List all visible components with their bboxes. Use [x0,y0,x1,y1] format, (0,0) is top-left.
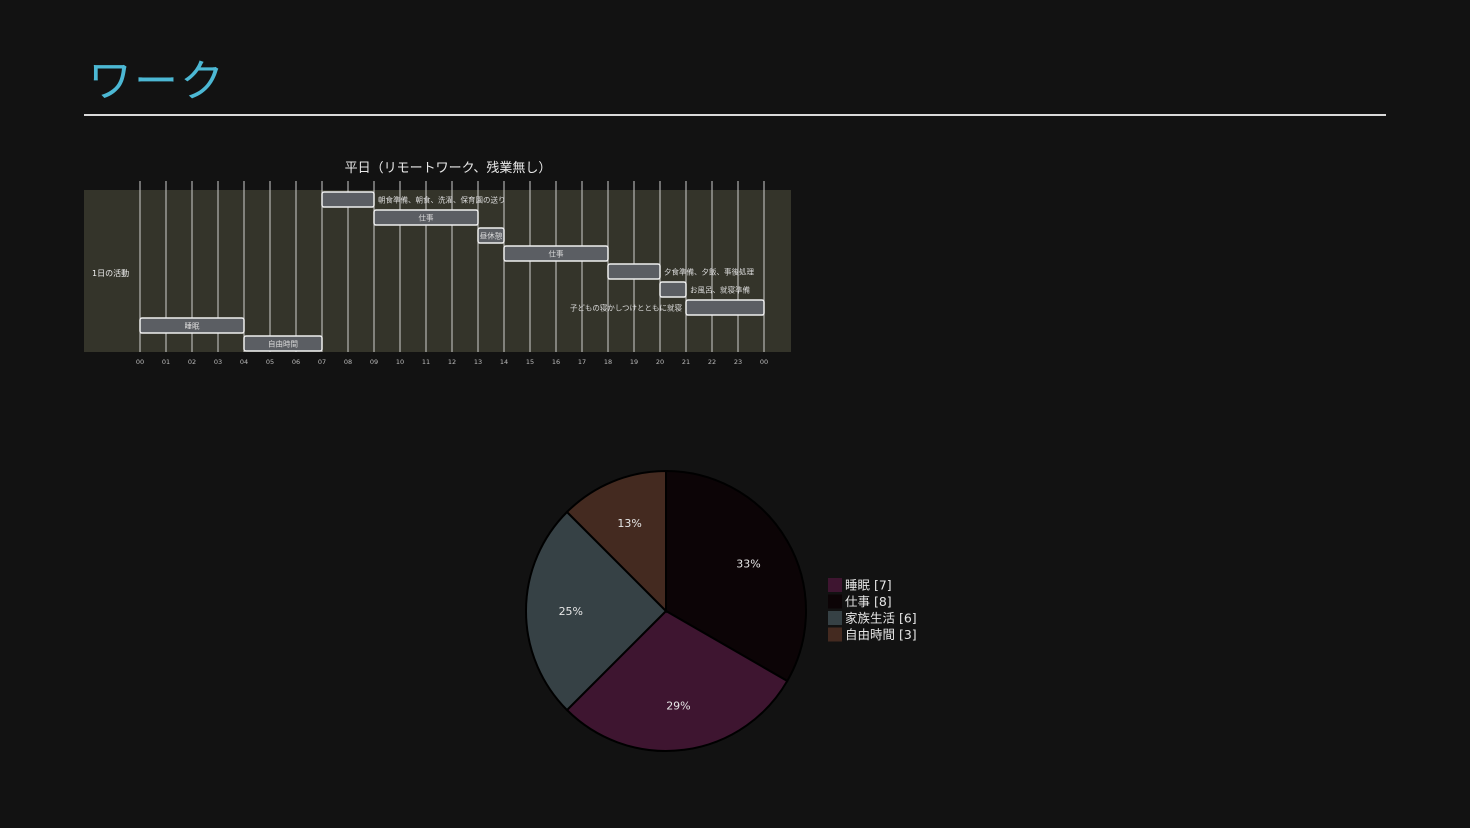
gantt-bar [139,317,245,334]
gantt-tick-label: 00 [760,358,768,366]
gantt-tick-label: 03 [214,358,222,366]
gantt-tick-label: 09 [370,358,378,366]
pie-slices [525,469,807,752]
gantt-tick-label: 15 [526,358,534,366]
gantt-tick-label: 01 [162,358,170,366]
legend-swatch [828,627,842,642]
pie-percent-label: 25% [559,605,583,618]
pie-slice [525,510,668,712]
pie-percent-label: 13% [617,517,641,530]
legend-label: 睡眠 [7] [845,578,892,593]
gantt-task-label: 仕事 [419,213,434,223]
gantt-bar [685,299,765,316]
title-divider [84,114,1386,116]
legend-label: 家族生活 [6] [845,611,917,626]
pie-percent-label: 29% [666,699,690,712]
gantt-x-ticks: 00 01 02 03 04 05 06 07 08 09 10 11 12 13 14 15 16 17 18 19… [136,358,768,366]
gantt-tick-label: 06 [292,358,300,366]
gantt-tick-label: 02 [188,358,196,366]
pie-slice [565,609,789,752]
gantt-tick-label: 13 [474,358,482,366]
gantt-row-label: 1日の活動 [92,268,129,278]
legend-swatch [828,611,842,625]
gantt-tick-label: 10 [396,358,404,366]
gantt-bars: 朝食準備、朝食、洗濯、保育園の送り仕事昼休憩仕事夕食準備、夕飯、事後処理お風呂、… [139,191,765,352]
gantt-tick-label: 21 [682,358,690,366]
pie-percent-label: 33% [736,557,760,570]
gantt-tick-label: 14 [500,358,508,366]
gantt-bar [243,335,323,352]
pie-legend: 睡眠 [7]仕事 [8] 家族生活 [6]自由時間 [3] [828,578,917,642]
gantt-bar [607,263,661,280]
legend-swatch [828,594,842,609]
gantt-tick-label: 18 [604,358,612,366]
gantt-bar [321,191,375,208]
page-title: ワーク [88,56,226,107]
legend-label: 自由時間 [3] [845,627,917,642]
gantt-tick-label: 12 [448,358,456,366]
gantt-task-label: 仕事 [549,249,564,259]
gantt-bar [659,281,687,298]
gantt-task-label: 昼休憩 [480,231,503,241]
legend-swatch [828,578,842,592]
gantt-task-label: 子どもの寝かしつけとともに就寝 [570,303,683,313]
gantt-title: 平日（リモートワーク、残業無し） [345,160,552,176]
gantt-tick-label: 20 [656,358,664,366]
gantt-tick-label: 05 [266,358,274,366]
gantt-tick-label: 08 [344,358,352,366]
pie-slice [665,469,807,683]
gantt-tick-label: 07 [318,358,326,366]
gantt-tick-label: 11 [422,358,430,366]
pie-percent-labels: 33% 29% 25% 13% [559,517,761,712]
gantt-tick-label: 16 [552,358,560,366]
gantt-bar [477,227,505,244]
pie-slice [565,469,667,614]
gantt-bar [373,209,479,226]
gantt-tick-label: 17 [578,358,586,366]
gantt-tick-label: 00 [136,358,144,366]
gantt-bar [503,245,609,262]
gantt-tick-label: 04 [240,358,248,366]
gantt-tick-label: 19 [630,358,638,366]
gantt-task-label: 夕食準備、夕飯、事後処理 [664,267,754,277]
gantt-task-label: 自由時間 [268,339,298,349]
gantt-tick-label: 23 [734,358,742,366]
gantt-tick-label: 22 [708,358,716,366]
gantt-task-label: お風呂、就寝準備 [690,285,750,295]
gantt-task-label: 朝食準備、朝食、洗濯、保育園の送り [378,195,506,205]
gantt-task-label: 睡眠 [185,322,200,331]
legend-label: 仕事 [8] [845,594,892,609]
